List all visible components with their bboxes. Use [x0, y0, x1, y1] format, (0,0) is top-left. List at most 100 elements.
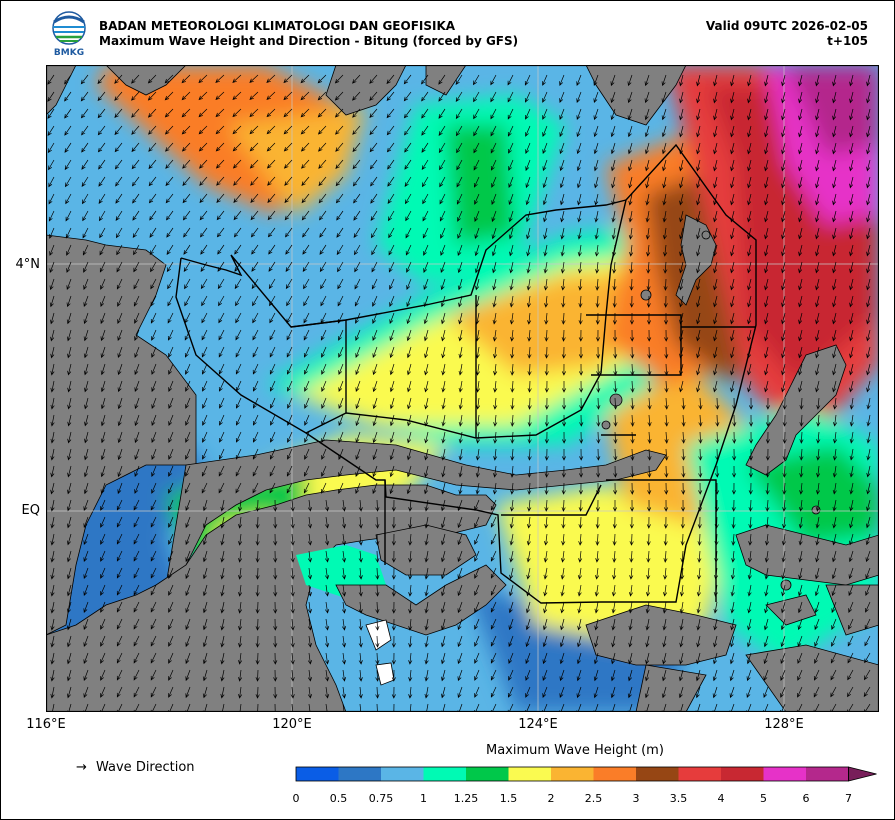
direction-arrow	[662, 193, 667, 206]
direction-arrow	[662, 227, 667, 240]
direction-arrow	[266, 125, 276, 135]
direction-arrow	[630, 465, 635, 478]
direction-arrow	[218, 448, 225, 460]
direction-arrow	[83, 618, 89, 631]
direction-arrow	[815, 142, 820, 155]
direction-arrow	[764, 329, 769, 342]
direction-arrow	[391, 669, 396, 682]
direction-arrow	[202, 431, 208, 443]
direction-arrow	[238, 584, 243, 597]
direction-arrow	[83, 312, 89, 325]
direction-arrow	[473, 142, 480, 154]
direction-arrow	[663, 261, 668, 274]
colorbar-title: Maximum Wave Height (m)	[486, 743, 664, 758]
direction-arrow	[117, 431, 123, 444]
direction-arrow	[490, 125, 497, 137]
direction-arrow	[150, 261, 157, 273]
direction-arrow	[765, 414, 771, 427]
direction-arrow	[730, 380, 735, 393]
direction-arrow	[375, 703, 380, 712]
direction-arrow	[645, 618, 650, 631]
direction-arrow	[164, 108, 174, 118]
direction-arrow	[797, 601, 803, 614]
direction-arrow	[325, 686, 330, 699]
direction-arrow	[391, 703, 396, 712]
direction-arrow	[490, 686, 497, 698]
direction-arrow	[441, 397, 446, 410]
direction-arrow	[100, 329, 106, 342]
direction-arrow	[47, 125, 55, 136]
direction-arrow	[611, 584, 616, 597]
direction-arrow	[525, 601, 531, 614]
direction-arrow	[441, 669, 446, 682]
direction-arrow	[747, 142, 752, 155]
direction-arrow	[342, 635, 347, 648]
direction-arrow	[508, 601, 514, 614]
direction-arrow	[507, 91, 514, 103]
direction-arrow	[148, 176, 157, 187]
direction-arrow	[438, 91, 446, 102]
direction-arrow	[269, 380, 276, 392]
direction-arrow	[304, 363, 310, 375]
direction-arrow	[268, 261, 276, 272]
direction-arrow	[66, 584, 72, 597]
direction-arrow	[798, 584, 803, 597]
direction-arrow	[81, 125, 89, 136]
direction-arrow	[355, 397, 361, 410]
direction-arrow	[713, 635, 718, 648]
direction-arrow	[267, 210, 276, 221]
direction-arrow	[849, 74, 854, 87]
direction-arrow	[424, 652, 429, 665]
direction-arrow	[647, 465, 652, 478]
direction-arrow	[849, 261, 854, 274]
direction-arrow	[764, 584, 769, 597]
direction-arrow	[578, 312, 583, 325]
direction-arrow	[117, 363, 123, 376]
direction-arrow	[629, 567, 634, 580]
direction-arrow	[406, 448, 412, 461]
direction-arrow	[765, 465, 770, 478]
direction-arrow	[336, 227, 344, 238]
direction-arrow	[679, 159, 684, 172]
direction-arrow	[525, 618, 531, 631]
direction-arrow	[342, 550, 347, 563]
direction-arrow	[630, 448, 635, 461]
direction-arrow	[387, 210, 395, 222]
direction-arrow	[782, 397, 787, 410]
direction-arrow	[391, 516, 396, 529]
direction-arrow	[66, 635, 72, 648]
direction-arrow	[713, 74, 718, 87]
direction-arrow	[273, 635, 278, 648]
direction-arrow	[134, 312, 140, 324]
direction-arrow	[307, 601, 313, 614]
direction-arrow	[338, 448, 344, 460]
direction-arrow	[270, 397, 276, 409]
direction-arrow	[696, 295, 701, 308]
direction-arrow	[510, 346, 515, 359]
direction-arrow	[408, 669, 413, 682]
direction-arrow	[815, 363, 820, 376]
direction-arrow	[696, 380, 701, 393]
direction-arrow	[611, 227, 616, 240]
direction-arrow	[100, 397, 106, 410]
direction-arrow	[593, 669, 599, 682]
direction-arrow	[151, 329, 157, 341]
direction-arrow	[321, 363, 327, 375]
colorbar-tick-label: 3.5	[669, 792, 688, 805]
direction-arrow	[133, 635, 140, 647]
direction-arrow	[576, 686, 582, 699]
direction-arrow	[441, 363, 446, 376]
direction-arrow	[866, 329, 871, 342]
direction-arrow	[866, 244, 871, 257]
direction-arrow	[630, 414, 635, 427]
direction-arrow	[713, 125, 718, 138]
direction-arrow	[114, 159, 123, 170]
direction-arrow	[713, 108, 718, 121]
direction-arrow	[116, 278, 123, 290]
direction-arrow	[81, 142, 89, 153]
direction-arrow	[644, 108, 650, 121]
direction-arrow	[764, 244, 769, 257]
direction-arrow	[865, 550, 871, 563]
direction-arrow	[255, 516, 260, 529]
direction-arrow	[116, 533, 123, 545]
